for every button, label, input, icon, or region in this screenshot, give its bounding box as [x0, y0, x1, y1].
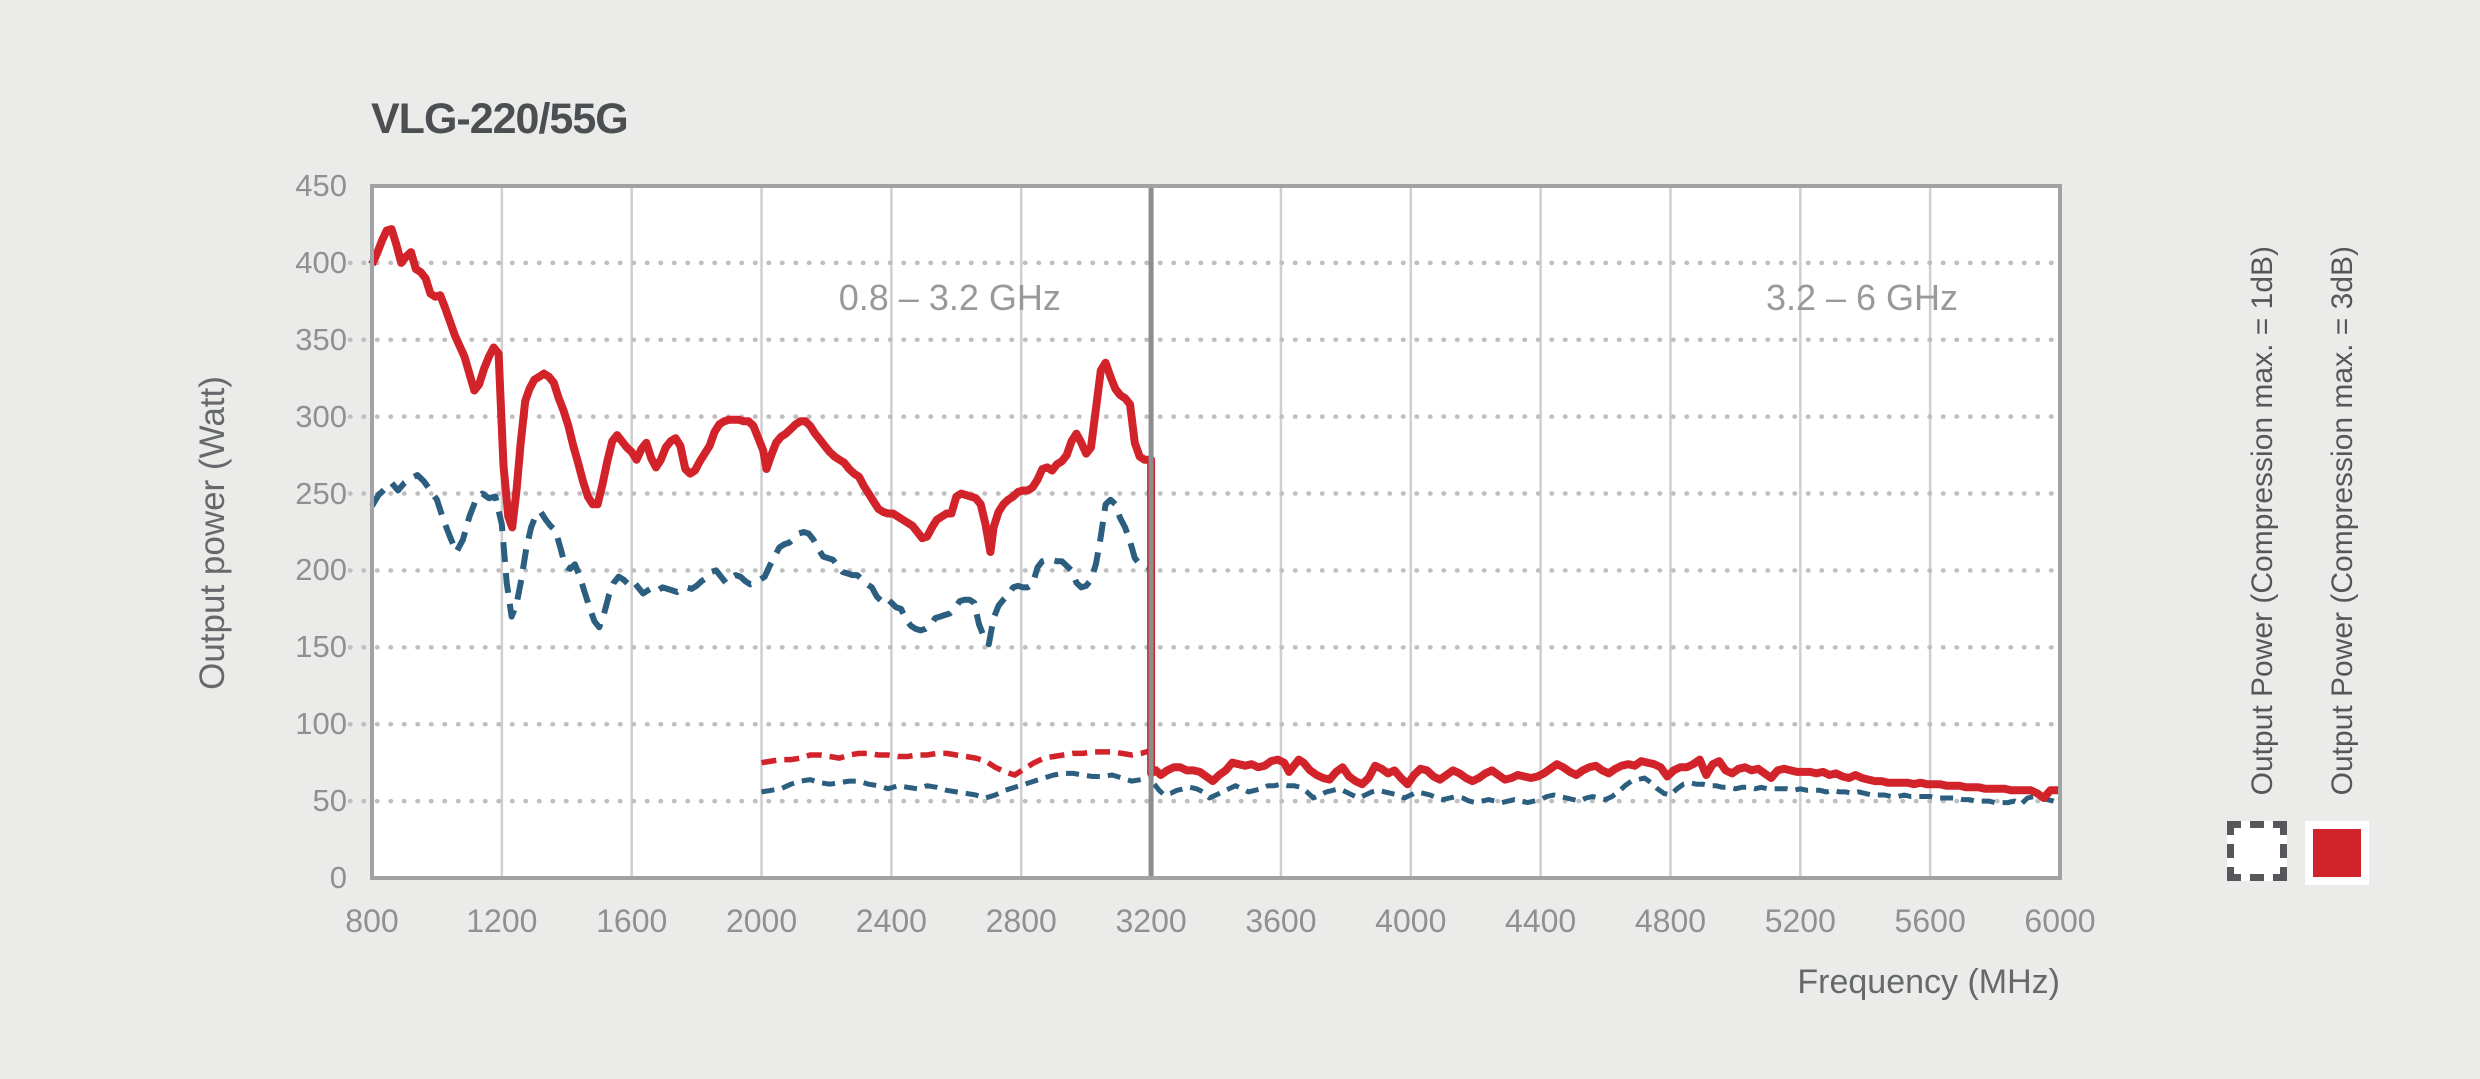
- x-tick-label: 6000: [2024, 903, 2096, 939]
- x-tick-label: 5200: [1764, 903, 1836, 939]
- x-tick-label: 4800: [1634, 903, 1707, 939]
- x-tick-label: 5600: [1894, 903, 1966, 939]
- plot-background: [372, 186, 2060, 878]
- chart-title: VLG-220/55G: [371, 95, 629, 143]
- y-tick-label: 100: [295, 706, 347, 742]
- plot-border: [370, 184, 2062, 880]
- x-tick-label: 2400: [855, 903, 927, 939]
- y-tick-label: 350: [295, 321, 347, 357]
- x-tick-label: 3200: [1115, 903, 1187, 939]
- x-tick-label: 800: [345, 903, 399, 939]
- x-tick-label: 4000: [1375, 903, 1447, 939]
- x-tick-label: 4400: [1505, 903, 1577, 939]
- series-line: [1152, 775, 2062, 807]
- y-tick-label: 150: [295, 629, 347, 665]
- x-tick-label: 3600: [1245, 903, 1317, 939]
- legend-label-3db: Output Power (Compression max. = 3dB): [2326, 245, 2359, 795]
- x-tick-label: 1200: [466, 903, 538, 939]
- y-tick-label: 50: [312, 783, 347, 819]
- legend-swatch-dashed-1db: [2227, 821, 2287, 881]
- series-line: [761, 747, 1152, 778]
- series-line: [369, 472, 1151, 648]
- series-line: [368, 225, 2060, 802]
- y-tick-label: 400: [295, 244, 347, 280]
- x-tick-label: 2800: [985, 903, 1057, 939]
- y-tick-label: 250: [295, 475, 347, 511]
- legend-swatch-red-3db: [2305, 821, 2369, 885]
- x-tick-label: 1600: [596, 903, 668, 939]
- series-line: [761, 770, 1152, 801]
- x-axis-title: Frequency (MHz): [1797, 963, 2060, 1001]
- band-annotation: 3.2 – 6 GHz: [1765, 277, 1959, 319]
- y-tick-label: 450: [295, 168, 347, 203]
- y-tick-label: 0: [329, 860, 347, 895]
- legend-label-1db: Output Power (Compression max. = 1dB): [2246, 245, 2279, 795]
- x-tick-label: 2000: [725, 903, 798, 939]
- band-annotation: 0.8 – 3.2 GHz: [838, 277, 1061, 319]
- y-tick-label: 300: [295, 398, 347, 434]
- y-tick-label: 200: [295, 552, 347, 588]
